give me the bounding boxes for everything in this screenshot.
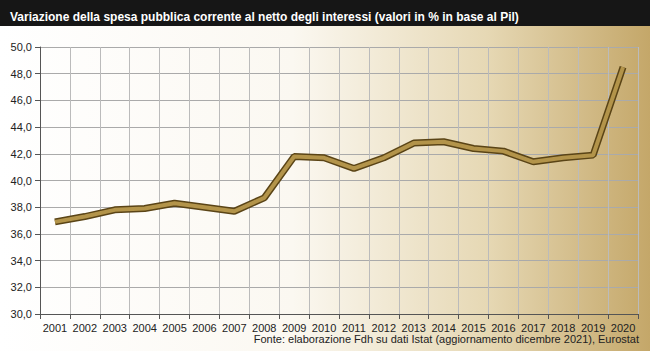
svg-text:48,0: 48,0 bbox=[11, 68, 32, 80]
svg-text:34,0: 34,0 bbox=[11, 255, 32, 267]
svg-text:46,0: 46,0 bbox=[11, 94, 32, 106]
svg-text:2007: 2007 bbox=[222, 322, 246, 334]
svg-text:42,0: 42,0 bbox=[11, 148, 32, 160]
svg-text:2015: 2015 bbox=[461, 321, 486, 334]
svg-text:Fonte: elaborazione Fdh su dat: Fonte: elaborazione Fdh su dati Istat (a… bbox=[254, 333, 639, 345]
svg-text:2002: 2002 bbox=[73, 322, 97, 334]
svg-text:40,0: 40,0 bbox=[11, 175, 32, 187]
html-text:2012 2013: 2012 2013 bbox=[371, 321, 426, 334]
svg-text:2004: 2004 bbox=[132, 322, 156, 334]
svg-text:2003: 2003 bbox=[103, 322, 127, 334]
svg-text:2001: 2001 bbox=[43, 322, 67, 334]
svg-text:32,0: 32,0 bbox=[11, 281, 32, 293]
html-text:2018 2019 2020: 2018 2019 2020 bbox=[551, 321, 636, 334]
svg-text:38,0: 38,0 bbox=[11, 201, 32, 213]
svg-text:2014: 2014 bbox=[431, 321, 456, 334]
svg-text:30,0: 30,0 bbox=[11, 308, 32, 320]
svg-text:36,0: 36,0 bbox=[11, 228, 32, 240]
html-text:2008 2009 2010: 2008 2009 2010 bbox=[252, 321, 337, 334]
svg-text:2006: 2006 bbox=[192, 322, 216, 334]
svg-text:2011: 2011 bbox=[342, 321, 366, 334]
svg-text:2017: 2017 bbox=[521, 321, 546, 334]
svg-text:44,0: 44,0 bbox=[11, 121, 32, 133]
svg-text:2005: 2005 bbox=[162, 322, 186, 334]
svg-text:2016: 2016 bbox=[491, 321, 516, 334]
svg-text:Variazione della spesa pubblic: Variazione della spesa pubblica corrente… bbox=[10, 10, 519, 24]
svg-text:50,0: 50,0 bbox=[11, 41, 32, 53]
